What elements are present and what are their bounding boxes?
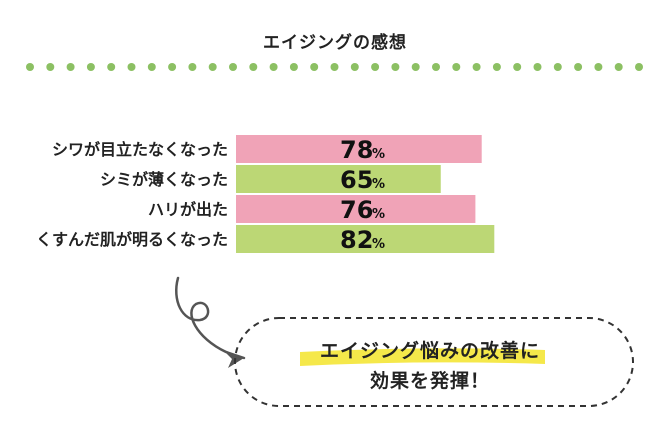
divider-dot <box>289 63 298 71</box>
divider-dot <box>574 63 583 71</box>
divider-dot <box>168 63 177 71</box>
divider-dot <box>66 63 75 71</box>
divider-dot <box>635 63 643 71</box>
divider-dot <box>147 63 156 71</box>
data-label-unit: % <box>372 237 385 252</box>
arrow-head-icon <box>222 349 244 368</box>
divider-dot <box>350 63 359 71</box>
divider-dot <box>229 63 237 71</box>
divider-dot <box>208 63 217 71</box>
text-highlight <box>300 348 545 366</box>
divider-dot <box>188 63 197 71</box>
data-label: 76 <box>340 196 373 224</box>
divider-dot <box>330 63 339 71</box>
data-label-unit: % <box>372 207 385 222</box>
divider-dot <box>533 63 542 71</box>
divider-dot <box>249 63 258 71</box>
category-label: シミが薄くなった <box>100 170 228 189</box>
category-label: くすんだ肌が明るくなった <box>36 230 228 249</box>
bar <box>236 135 482 163</box>
callout-line-1: エイジング悩みの改善に <box>319 340 540 362</box>
bar <box>236 225 495 253</box>
divider-dot <box>127 63 136 71</box>
data-label: 65 <box>340 166 373 194</box>
data-label: 82 <box>340 226 373 254</box>
divider-dot <box>26 63 34 71</box>
divider-dot <box>411 63 420 71</box>
divider-dot <box>432 63 440 71</box>
category-label: シワが目立たなくなった <box>52 140 228 159</box>
callout-line-2: 効果を発揮！ <box>369 370 490 392</box>
divider-dot <box>371 63 380 71</box>
divider-dot <box>107 63 116 71</box>
category-label: ハリが出た <box>148 200 228 219</box>
divider-dot <box>513 63 522 71</box>
bar <box>236 165 441 193</box>
bar <box>236 195 476 223</box>
arrow-icon <box>175 276 246 360</box>
divider-dot <box>391 63 400 71</box>
data-label-unit: % <box>372 147 385 162</box>
divider-dot <box>452 63 461 71</box>
divider-dot <box>614 63 623 71</box>
divider-dot <box>86 63 95 71</box>
page-title: エイジングの感想 <box>263 33 407 53</box>
callout-bubble <box>234 317 634 407</box>
divider-dot <box>553 63 562 71</box>
divider-dot <box>594 63 603 71</box>
divider-dot <box>269 63 278 71</box>
divider-dot <box>310 63 319 71</box>
data-label: 78 <box>340 136 373 164</box>
divider-dot <box>492 63 501 71</box>
divider-dot <box>472 63 481 71</box>
data-label-unit: % <box>372 177 385 192</box>
divider-dot <box>46 63 55 71</box>
dotted-divider <box>26 63 643 71</box>
